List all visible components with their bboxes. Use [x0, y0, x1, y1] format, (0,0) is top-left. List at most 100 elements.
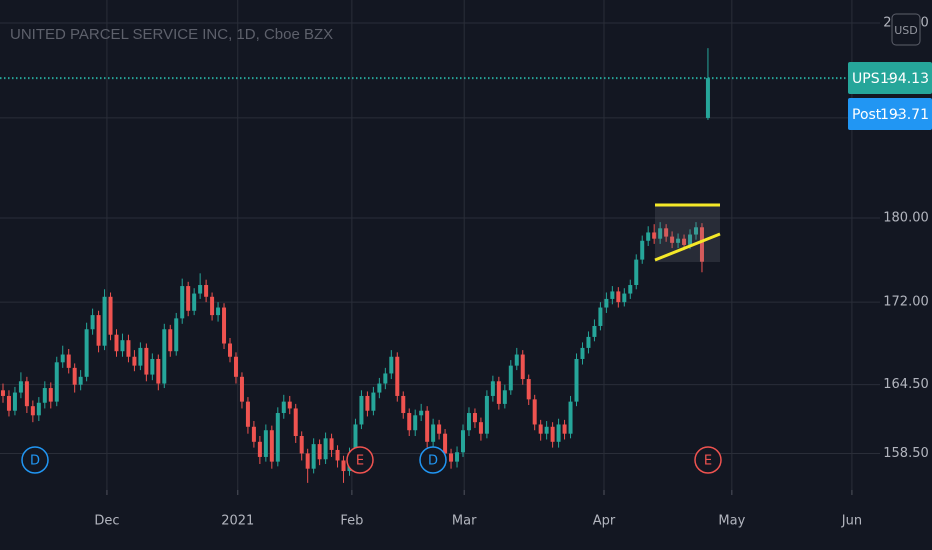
candle-body	[478, 422, 483, 434]
candle-body	[156, 358, 161, 384]
candle-body	[520, 354, 525, 380]
candle-body	[443, 433, 448, 454]
candle-body	[144, 347, 149, 375]
y-tick-label: 158.50	[883, 446, 929, 461]
candle-body	[580, 347, 585, 359]
candle-body	[66, 354, 71, 368]
candle-body	[490, 381, 495, 396]
event-circle	[419, 446, 447, 474]
price-label-name: Post	[852, 107, 882, 123]
candle-body	[204, 285, 209, 297]
candle-body	[120, 340, 125, 352]
candle-body	[461, 430, 466, 453]
candle-body	[699, 227, 704, 262]
candle-body	[664, 228, 669, 237]
candle-body	[114, 334, 119, 352]
candle-body	[628, 285, 633, 294]
candle-body	[604, 298, 609, 308]
candle-body	[323, 438, 328, 460]
candle-body	[550, 426, 555, 442]
candle-body	[610, 291, 615, 299]
y-tick-label: 164.50	[883, 377, 929, 392]
candle-body	[413, 415, 418, 431]
candle-body	[216, 307, 221, 316]
candle-body	[538, 424, 543, 434]
candle-body	[682, 238, 687, 245]
candle-body	[359, 395, 364, 425]
x-tick-label: May	[718, 514, 745, 529]
candle-body	[634, 259, 639, 286]
candle-body	[257, 441, 262, 457]
candle-body	[311, 444, 316, 469]
currency-label: USD	[894, 24, 918, 37]
y-tick-label: 180.00	[883, 211, 929, 226]
candle-layer	[0, 48, 710, 483]
candle-body	[592, 325, 597, 337]
candle-body	[78, 376, 83, 385]
event-marker[interactable]: D	[419, 446, 447, 474]
candle-body	[586, 336, 591, 348]
candle-body	[239, 376, 244, 402]
event-label: D	[428, 454, 438, 469]
candle-body	[365, 395, 370, 411]
candle-body	[401, 395, 406, 414]
candle-body	[514, 354, 519, 366]
candle-body	[496, 381, 501, 404]
candle-body	[693, 227, 698, 235]
candle-body	[616, 291, 621, 303]
candle-body	[168, 329, 173, 352]
candle-body	[251, 426, 256, 442]
grid-layer	[0, 0, 880, 490]
candle-body	[228, 343, 233, 357]
candle-body	[646, 232, 651, 241]
event-label: E	[704, 454, 712, 469]
candle-body	[353, 424, 358, 454]
price-label-box	[848, 62, 932, 94]
candle-body	[395, 356, 400, 396]
candle-body	[275, 413, 280, 462]
candle-body	[48, 388, 53, 402]
candle-body	[449, 453, 454, 462]
candle-body	[233, 356, 238, 377]
candle-body	[269, 430, 274, 462]
x-tick-label: Mar	[452, 514, 477, 529]
candle-body	[6, 395, 11, 411]
candle-body	[341, 460, 346, 472]
candle-body	[102, 296, 107, 346]
candle-body	[574, 358, 579, 402]
event-marker[interactable]: D	[21, 446, 49, 474]
candle-body	[263, 430, 268, 457]
candle-body	[472, 413, 477, 423]
candle-body	[90, 315, 95, 330]
candle-body	[688, 234, 693, 245]
currency-button[interactable]: USD	[891, 13, 921, 46]
x-tick-label: Apr	[593, 514, 616, 529]
event-marker[interactable]: E	[694, 446, 722, 474]
candle-body	[0, 390, 5, 396]
currency-box	[891, 13, 921, 46]
candle-body	[210, 296, 215, 316]
flag-area	[655, 205, 720, 262]
candle-body	[60, 354, 65, 363]
candle-body	[126, 340, 131, 357]
candle-body	[484, 395, 489, 434]
event-marker[interactable]: E	[346, 446, 374, 474]
event-label: E	[356, 454, 364, 469]
candle-body	[108, 296, 113, 335]
candle-body	[419, 410, 424, 416]
candle-body	[568, 401, 573, 434]
candle-body	[556, 424, 561, 442]
x-tick-label: Feb	[340, 514, 363, 529]
event-circle	[21, 446, 49, 474]
candle-body	[174, 318, 179, 352]
candle-body	[132, 356, 137, 366]
candle-body	[544, 426, 549, 434]
price-label-name: UPS	[852, 71, 880, 87]
candle-body	[84, 329, 89, 377]
price-label-value: 193.71	[880, 107, 929, 123]
candle-body	[502, 390, 507, 404]
candle-body	[245, 401, 250, 427]
candle-body	[281, 401, 286, 414]
event-markers: D E D E	[21, 446, 722, 474]
